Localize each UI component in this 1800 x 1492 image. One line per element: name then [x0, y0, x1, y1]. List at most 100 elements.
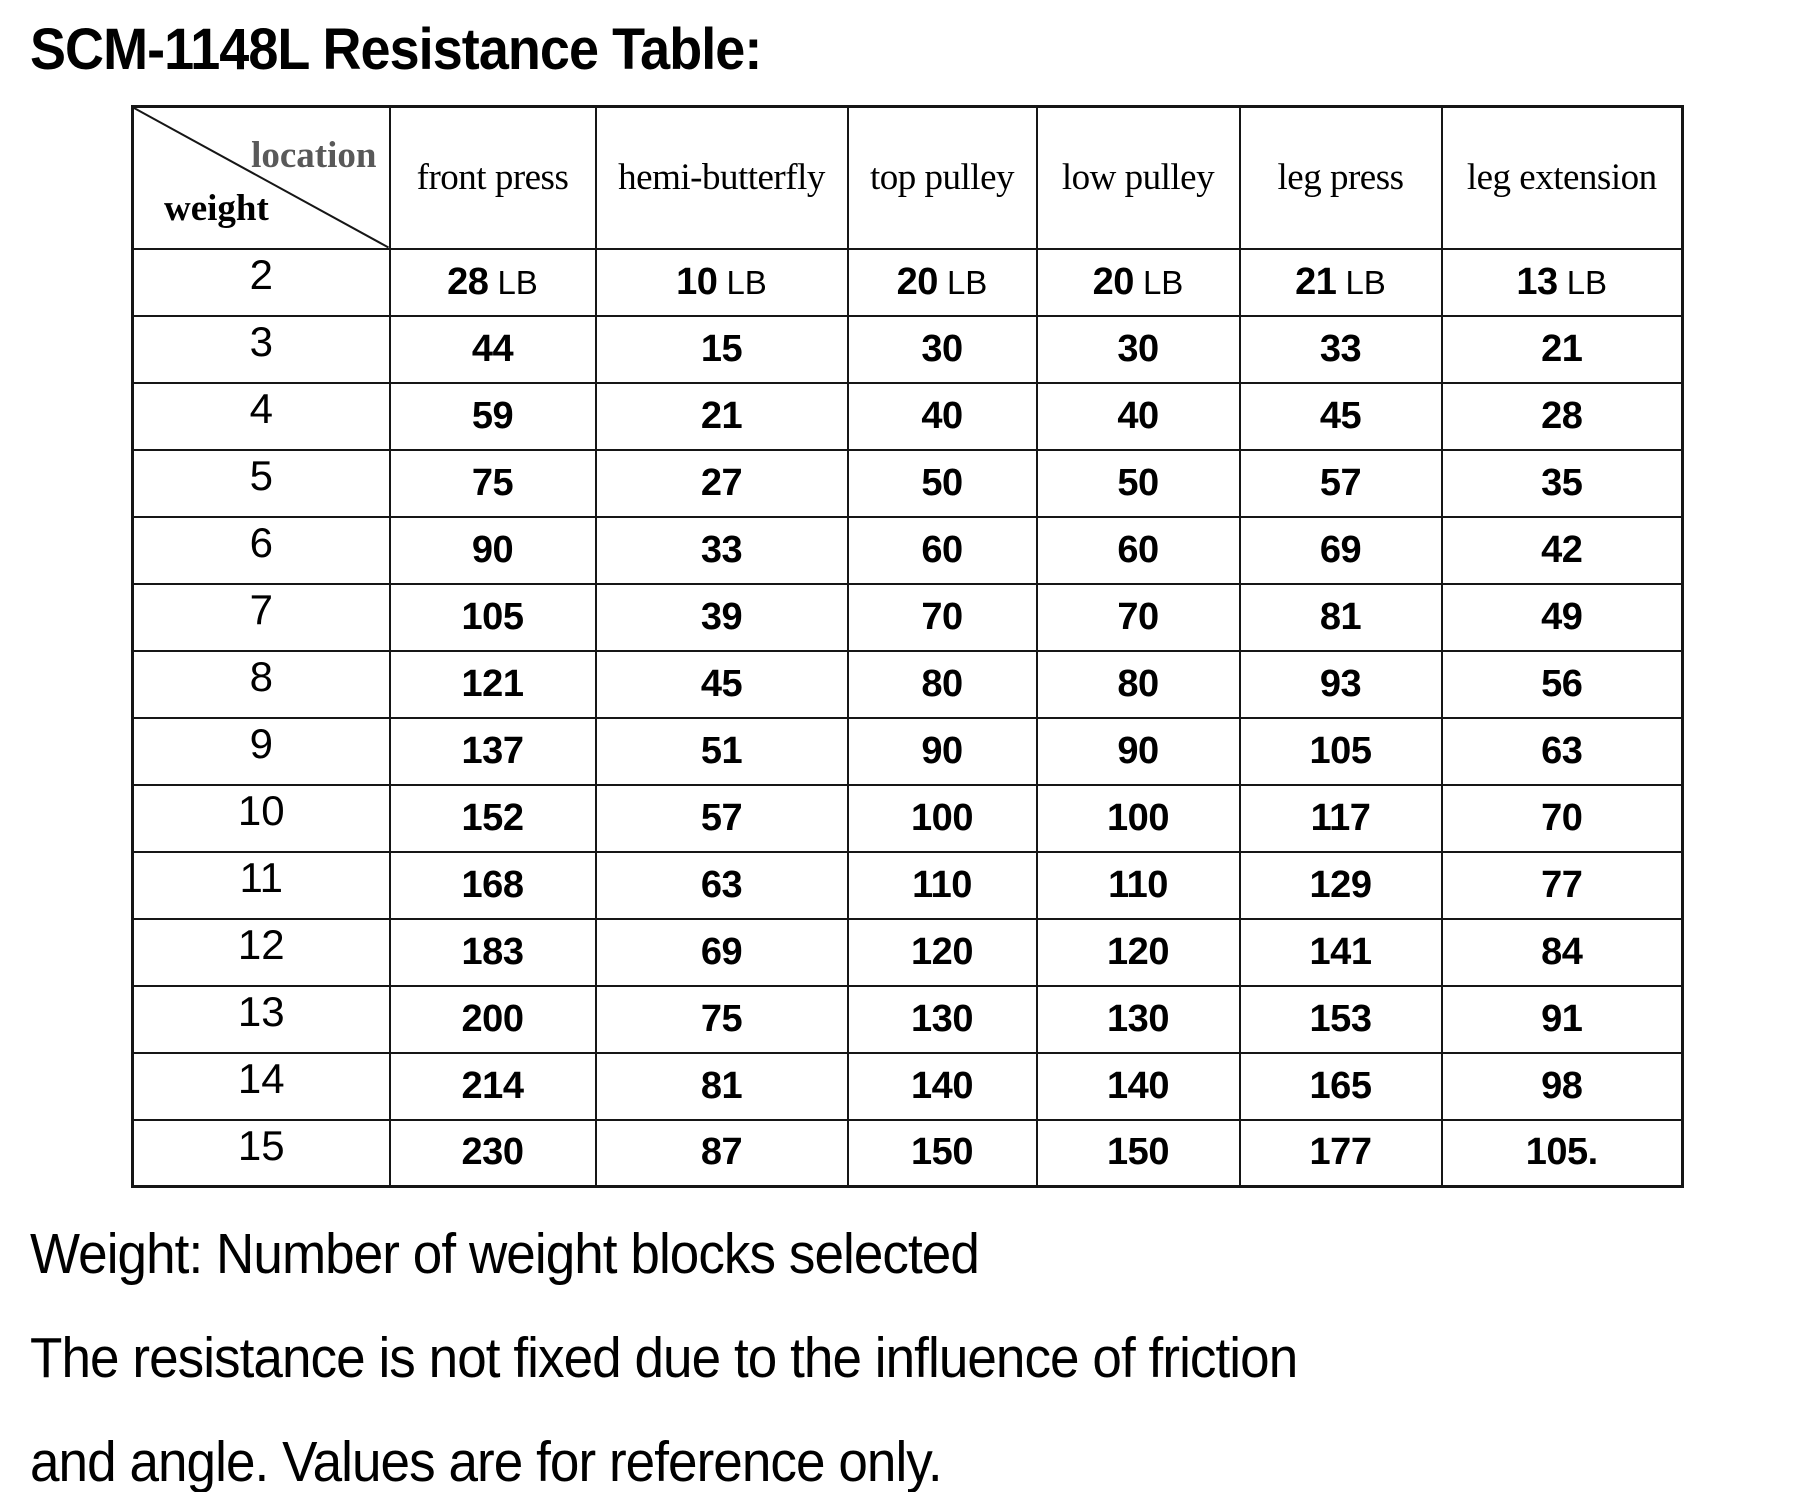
value-cell: 90: [1035, 716, 1241, 786]
column-header-hemi-butterfly: hemi-butterfly: [594, 105, 849, 250]
value-cell: 140: [1035, 1051, 1241, 1121]
unit-label: LB: [497, 263, 538, 301]
column-header-low-pulley: low pulley: [1035, 105, 1241, 250]
resistance-value: 28: [1541, 394, 1583, 437]
value-cell: 200: [388, 984, 597, 1054]
resistance-value: 70: [1117, 595, 1159, 638]
resistance-value: 40: [1117, 394, 1159, 437]
table-row: 5 75 27 50 50 57 35: [131, 448, 1684, 518]
resistance-value: 27: [700, 461, 743, 504]
resistance-value: 105.: [1525, 1131, 1598, 1174]
value-cell: 33: [594, 515, 849, 585]
weight-cell: 4: [131, 381, 391, 451]
resistance-value: 60: [1117, 528, 1159, 571]
resistance-value: 129: [1309, 863, 1372, 906]
resistance-value: 45: [700, 662, 743, 705]
resistance-value: 28: [447, 260, 489, 303]
weight-cell: 13: [131, 984, 391, 1054]
value-cell: 44: [388, 314, 597, 384]
resistance-value: 152: [461, 796, 524, 839]
resistance-value: 90: [471, 528, 514, 571]
weight-cell: 7: [131, 582, 391, 652]
value-cell: 70: [1035, 582, 1241, 652]
value-cell: 105.: [1440, 1118, 1684, 1188]
value-cell: 100: [846, 783, 1038, 853]
value-cell: 60: [1035, 515, 1241, 585]
value-cell: 57: [1238, 448, 1443, 518]
value-cell: 90: [388, 515, 597, 585]
resistance-value: 140: [1107, 1064, 1169, 1107]
table-row: 13 200 75 130 130 153 91: [131, 984, 1684, 1054]
resistance-value: 120: [911, 930, 973, 973]
resistance-value: 13: [1516, 260, 1558, 303]
resistance-value: 33: [1319, 327, 1362, 370]
value-cell: 130: [846, 984, 1038, 1054]
resistance-value: 35: [1541, 461, 1583, 504]
resistance-value: 49: [1541, 595, 1583, 638]
value-cell: 81: [1238, 582, 1443, 652]
column-header-top-pulley: top pulley: [846, 105, 1038, 250]
value-cell: 15: [594, 314, 849, 384]
resistance-value: 165: [1309, 1064, 1372, 1107]
weight-cell: 3: [131, 314, 391, 384]
value-cell: 153: [1238, 984, 1443, 1054]
resistance-value: 117: [1310, 796, 1371, 839]
value-cell: 130: [1035, 984, 1241, 1054]
value-cell: 110: [846, 850, 1038, 920]
resistance-value: 20: [1092, 260, 1135, 303]
resistance-value: 81: [700, 1064, 743, 1107]
resistance-value: 80: [921, 662, 963, 705]
weight-cell: 15: [131, 1118, 391, 1188]
value-cell: 75: [594, 984, 849, 1054]
resistance-value: 98: [1541, 1064, 1583, 1107]
resistance-value: 33: [700, 528, 743, 571]
value-cell: 80: [1035, 649, 1241, 719]
value-cell: 105: [1238, 716, 1443, 786]
value-cell: 21 LB: [1238, 247, 1443, 317]
value-cell: 110: [1035, 850, 1241, 920]
value-cell: 150: [1035, 1118, 1241, 1188]
resistance-value: 141: [1309, 930, 1372, 973]
resistance-value: 30: [1117, 327, 1159, 370]
resistance-value: 56: [1541, 662, 1583, 705]
table-row: 10 152 57 100 100 117 70: [131, 783, 1684, 853]
weight-cell: 5: [131, 448, 391, 518]
value-cell: 168: [388, 850, 597, 920]
weight-cell: 6: [131, 515, 391, 585]
value-cell: 230: [388, 1118, 597, 1188]
corner-label-location: location: [251, 135, 377, 176]
resistance-table: location weight front press hemi-butterf…: [131, 105, 1684, 1188]
resistance-value: 130: [1107, 997, 1169, 1040]
weight-cell: 10: [131, 783, 391, 853]
value-cell: 152: [388, 783, 597, 853]
resistance-value: 50: [921, 461, 963, 504]
value-cell: 177: [1238, 1118, 1443, 1188]
resistance-value: 21: [1541, 327, 1583, 370]
value-cell: 28 LB: [388, 247, 597, 317]
value-cell: 69: [1238, 515, 1443, 585]
column-header-front-press: front press: [388, 105, 597, 250]
resistance-value: 150: [1107, 1131, 1169, 1174]
resistance-value: 84: [1541, 930, 1583, 973]
table-row: 12 183 69 120 120 141 84: [131, 917, 1684, 987]
resistance-value: 214: [461, 1064, 524, 1107]
resistance-value: 93: [1319, 662, 1362, 705]
value-cell: 40: [1035, 381, 1241, 451]
value-cell: 140: [846, 1051, 1038, 1121]
value-cell: 129: [1238, 850, 1443, 920]
resistance-value: 39: [700, 595, 743, 638]
value-cell: 69: [594, 917, 849, 987]
footer-line-weight-definition: Weight: Number of weight blocks selected: [30, 1222, 980, 1286]
resistance-value: 30: [921, 327, 963, 370]
table-row: 15 230 87 150 150 177 105.: [131, 1118, 1684, 1188]
value-cell: 91: [1440, 984, 1684, 1054]
value-cell: 20 LB: [846, 247, 1038, 317]
resistance-value: 77: [1541, 863, 1583, 906]
resistance-value: 200: [461, 997, 524, 1040]
unit-label: LB: [946, 263, 988, 301]
corner-cell: location weight: [131, 105, 391, 250]
unit-label: LB: [1345, 263, 1386, 301]
resistance-value: 70: [1541, 796, 1583, 839]
weight-cell: 8: [131, 649, 391, 719]
